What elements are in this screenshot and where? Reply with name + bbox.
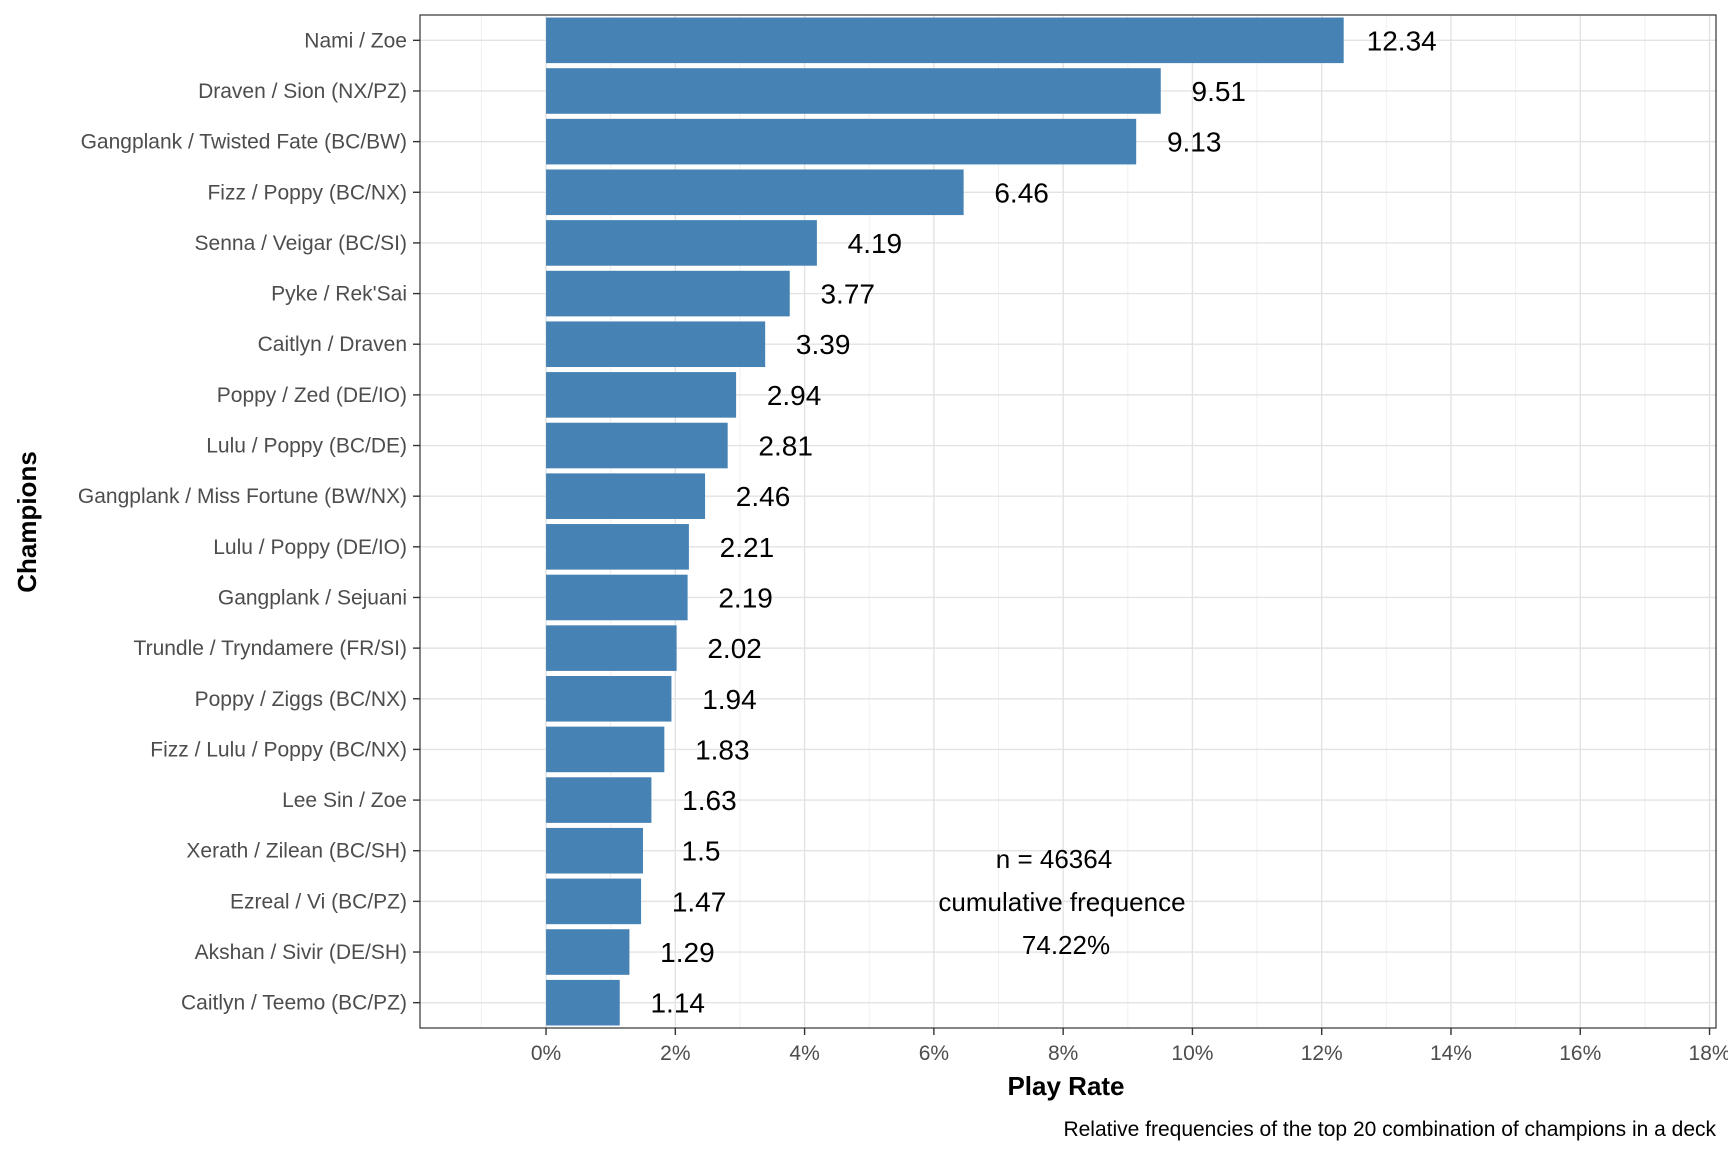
y-tick-label: Lulu / Poppy (DE/IO) [213, 536, 407, 559]
bars [546, 17, 1344, 1026]
chart-caption: Relative frequencies of the top 20 combi… [1063, 1118, 1716, 1141]
y-tick-label: Senna / Veigar (BC/SI) [195, 232, 407, 255]
bar [546, 220, 817, 266]
x-tick-label: 16% [1559, 1042, 1601, 1065]
bar [546, 625, 677, 671]
bar [546, 270, 790, 317]
x-axis-title: Play Rate [1007, 1071, 1124, 1101]
bar-value-label: 1.94 [702, 684, 757, 715]
y-axis-title: Champions [12, 451, 42, 593]
bar [546, 169, 964, 216]
bar-value-label: 1.83 [695, 734, 750, 765]
annotation-line-3: 74.22% [1022, 930, 1110, 960]
bar [546, 372, 737, 418]
bar-value-label: 2.94 [767, 380, 822, 411]
bar-value-label: 2.19 [718, 582, 773, 613]
bar-value-label: 1.5 [682, 836, 721, 867]
x-tick-label: 10% [1171, 1042, 1213, 1065]
y-tick-label: Nami / Zoe [304, 29, 407, 52]
bar-value-label: 4.19 [848, 228, 903, 259]
bar-value-label: 1.29 [660, 937, 715, 968]
y-tick-label: Fizz / Lulu / Poppy (BC/NX) [150, 738, 407, 761]
bar [546, 929, 630, 975]
y-tick-label: Fizz / Poppy (BC/NX) [207, 181, 407, 204]
bar-value-labels: 12.34 9.51 9.13 6.46 4.19 3.77 3.39 2.94 2.81 2.4… [650, 25, 1436, 1018]
y-tick-label: Xerath / Zilean (BC/SH) [186, 840, 407, 863]
y-tick-label: Caitlyn / Draven [258, 333, 407, 356]
bar [546, 878, 642, 925]
bar-value-label: 12.34 [1367, 25, 1437, 56]
bar-value-label: 2.02 [707, 633, 762, 664]
bar-value-label: 6.46 [994, 177, 1049, 208]
y-tick-label: Trundle / Tryndamere (FR/SI) [134, 637, 407, 660]
bar-value-label: 1.63 [682, 785, 737, 816]
bar-value-label: 1.14 [650, 988, 705, 1019]
y-tick-label: Gangplank / Sejuani [218, 586, 407, 609]
bar-value-label: 1.47 [672, 886, 727, 917]
annotation-line-1: n = 46364 [996, 844, 1112, 874]
bar [546, 17, 1344, 64]
y-tick-label: Lulu / Poppy (BC/DE) [206, 435, 407, 458]
bar [546, 321, 766, 368]
bar [546, 524, 689, 570]
bar [546, 118, 1137, 165]
bar [546, 979, 620, 1026]
bar [546, 675, 672, 722]
y-tick-label: Gangplank / Miss Fortune (BW/NX) [78, 485, 407, 508]
x-axis-ticks: 0% 2% 4% 6% 8% 10% 12% 14% 16% 18% [531, 1028, 1728, 1065]
panel-border [419, 14, 1717, 1029]
y-tick-label: Poppy / Ziggs (BC/NX) [195, 688, 407, 711]
x-tick-label: 12% [1301, 1042, 1343, 1065]
bar [546, 574, 688, 621]
x-tick-label: 18% [1689, 1042, 1728, 1065]
y-tick-label: Pyke / Rek'Sai [271, 283, 407, 306]
annotation-line-2: cumulative frequence [938, 887, 1185, 917]
bar [546, 473, 706, 519]
x-tick-label: 6% [919, 1042, 949, 1065]
bar-value-label: 2.46 [736, 481, 791, 512]
x-tick-label: 4% [789, 1042, 819, 1065]
y-axis-ticks: Nami / Zoe Draven / Sion (NX/PZ) Gangplank… [78, 29, 420, 1015]
x-tick-label: 14% [1430, 1042, 1472, 1065]
bar-value-label: 3.39 [796, 329, 851, 360]
bar [546, 422, 728, 469]
y-tick-label: Caitlyn / Teemo (BC/PZ) [181, 992, 407, 1015]
y-tick-label: Ezreal / Vi (BC/PZ) [230, 890, 407, 913]
y-tick-label: Gangplank / Twisted Fate (BC/BW) [81, 131, 407, 154]
y-tick-label: Akshan / Sivir (DE/SH) [195, 941, 407, 964]
x-tick-label: 2% [660, 1042, 690, 1065]
bar-value-label: 9.13 [1167, 127, 1222, 158]
bar-value-label: 2.81 [758, 431, 813, 462]
x-tick-label: 8% [1048, 1042, 1078, 1065]
bar-value-label: 9.51 [1192, 76, 1247, 107]
bar-value-label: 3.77 [820, 279, 875, 310]
bar-value-label: 2.21 [720, 532, 775, 563]
bar [546, 726, 665, 773]
major-gridlines [420, 15, 1716, 1028]
bar [546, 827, 644, 874]
y-tick-label: Draven / Sion (NX/PZ) [198, 80, 407, 103]
x-tick-label: 0% [531, 1042, 561, 1065]
bar [546, 68, 1161, 114]
y-tick-label: Lee Sin / Zoe [282, 789, 407, 812]
bar [546, 777, 652, 823]
y-tick-label: Poppy / Zed (DE/IO) [217, 384, 407, 407]
